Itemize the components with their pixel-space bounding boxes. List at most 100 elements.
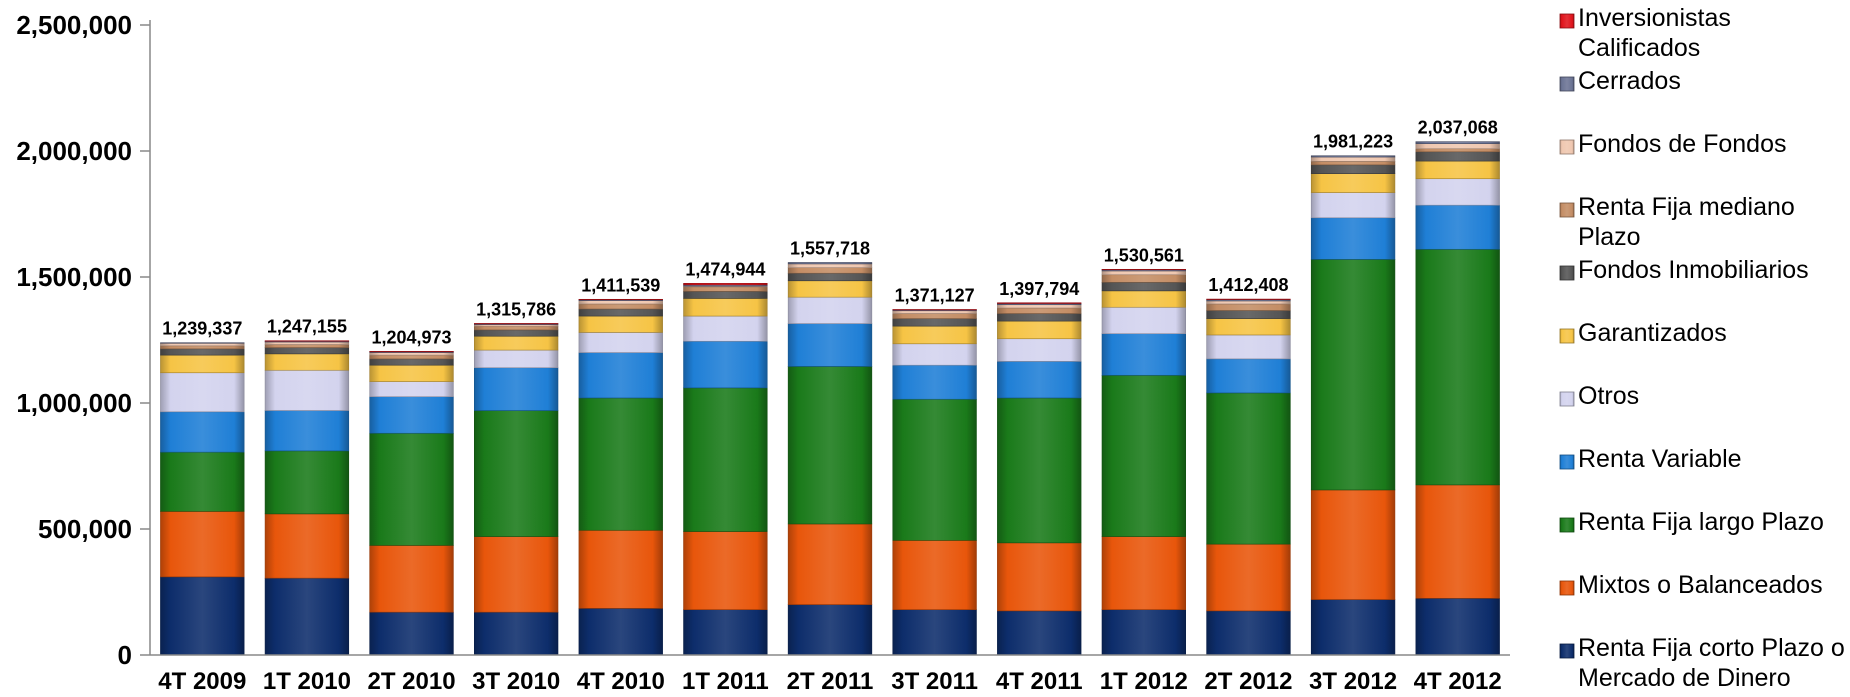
- legend: Inversionistas Calificados Cerrados Fondos …: [1559, 4, 1845, 692]
- legend-item-mixtos-o-balanceados: Mixtos o Balanceados: [1559, 571, 1823, 599]
- bar-segment-garantizados: [369, 364, 454, 382]
- legend-label: Renta Variable: [1578, 445, 1742, 473]
- bar-segment-renta-fija-corto-plazo-o-mercado-de-dinero: [1206, 610, 1291, 656]
- bar-segment-renta-fija-largo-plazo: [578, 397, 663, 531]
- legend-swatch: [1559, 517, 1575, 533]
- bar-segment-mixtos-o-balanceados: [264, 513, 350, 579]
- bar-segment-otros: [578, 332, 663, 353]
- legend-item-fondos-de-fondos: Fondos de Fondos: [1559, 130, 1786, 158]
- bar-stack-1t-2012: [1101, 268, 1186, 656]
- bar-segment-renta-fija-largo-plazo: [787, 366, 873, 525]
- bar-segment-mixtos-o-balanceados: [369, 545, 454, 613]
- x-tick-label: 4T 2010: [577, 668, 665, 695]
- legend-label: Inversionistas Calificados: [1578, 4, 1731, 62]
- bar-segment-fondos-de-fondos: [1101, 270, 1186, 276]
- bar-segment-inversionistas-calificados: [1101, 268, 1186, 271]
- legend-swatch: [1559, 328, 1575, 344]
- total-data-label: 1,247,155: [267, 317, 347, 337]
- bar-segment-inversionistas-calificados: [892, 309, 977, 311]
- bar-segment-renta-fija-largo-plazo: [892, 398, 977, 541]
- bar-segment-garantizados: [264, 353, 350, 371]
- bar-segment-inversionistas-calificados: [264, 340, 350, 342]
- bar-stack-1t-2010: [264, 340, 350, 656]
- bar-segment-garantizados: [1310, 173, 1396, 193]
- bar-segment-otros: [1206, 334, 1291, 360]
- bar-segment-inversionistas-calificados: [578, 298, 663, 301]
- bar-segment-renta-fija-mediano-plazo: [578, 303, 663, 310]
- bar-segment-renta-variable: [892, 364, 977, 400]
- bar-segment-renta-fija-corto-plazo-o-mercado-de-dinero: [264, 577, 350, 656]
- legend-swatch: [1559, 580, 1575, 596]
- bar-segment-renta-fija-largo-plazo: [160, 451, 245, 512]
- legend-item-fondos-inmobiliarios: Fondos Inmobiliarios: [1559, 256, 1809, 284]
- legend-label: Fondos Inmobiliarios: [1578, 256, 1809, 284]
- bar-segment-otros: [892, 343, 977, 366]
- total-data-label: 1,239,337: [162, 319, 242, 339]
- bar-segment-renta-fija-largo-plazo: [683, 387, 768, 532]
- bar-segment-fondos-inmobiliarios: [1206, 310, 1291, 319]
- bar-stack-3t-2011: [892, 309, 977, 656]
- bar-segment-renta-fija-corto-plazo-o-mercado-de-dinero: [1415, 597, 1500, 656]
- bar-segment-renta-variable: [1206, 358, 1291, 394]
- bar-segment-mixtos-o-balanceados: [787, 523, 873, 605]
- bar-segment-inversionistas-calificados: [997, 302, 1082, 304]
- legend-item-renta-variable: Renta Variable: [1559, 445, 1742, 473]
- bar-segment-renta-fija-mediano-plazo: [369, 354, 454, 360]
- bar-stack-3t-2010: [474, 323, 559, 656]
- legend-item-renta-fija-mediano-plazo: Renta Fija mediano Plazo: [1559, 193, 1795, 251]
- legend-swatch: [1559, 202, 1575, 218]
- bar-stack-2t-2011: [787, 262, 873, 656]
- bar-segment-mixtos-o-balanceados: [1101, 536, 1186, 610]
- bar-segment-mixtos-o-balanceados: [474, 536, 559, 613]
- bar-segment-cerrados: [160, 342, 245, 344]
- bar-segment-renta-fija-mediano-plazo: [474, 325, 559, 331]
- bar-stack-4t-2012: [1415, 141, 1500, 656]
- bar-segment-otros: [264, 369, 350, 411]
- legend-label: Otros: [1578, 382, 1639, 410]
- legend-item-renta-fija-corto-plazo-o-mercado-de-dinero: Renta Fija corto Plazo o Mercado de Diner…: [1559, 634, 1845, 692]
- bar-segment-fondos-inmobiliarios: [160, 348, 245, 356]
- bar-segment-renta-fija-mediano-plazo: [787, 267, 873, 274]
- bar-segment-fondos-de-fondos: [1310, 156, 1396, 162]
- bar-segment-inversionistas-calificados: [1206, 298, 1291, 300]
- bar-segment-otros: [683, 315, 768, 342]
- y-tick-label: 0: [118, 640, 132, 670]
- axes: [149, 20, 1510, 656]
- total-data-label: 1,981,223: [1313, 132, 1393, 152]
- bar-segment-renta-fija-largo-plazo: [1310, 259, 1396, 491]
- bar-segment-garantizados: [1206, 318, 1291, 336]
- bar-segment-cerrados: [1415, 141, 1500, 144]
- bar-segment-fondos-de-fondos: [1415, 143, 1500, 150]
- legend-swatch: [1559, 391, 1575, 407]
- legend-swatch: [1559, 643, 1575, 659]
- bar-segment-mixtos-o-balanceados: [997, 542, 1082, 612]
- bar-segment-renta-variable: [369, 396, 454, 434]
- total-data-label: 1,530,561: [1104, 245, 1184, 265]
- bar-segment-mixtos-o-balanceados: [578, 529, 663, 609]
- x-tick-label: 4T 2009: [158, 668, 246, 695]
- bar-segment-fondos-inmobiliarios: [1415, 151, 1500, 162]
- x-tick-label: 2T 2011: [787, 668, 874, 695]
- bar-segment-renta-variable: [160, 411, 245, 453]
- bar-segment-renta-fija-corto-plazo-o-mercado-de-dinero: [787, 604, 873, 656]
- bar-segment-fondos-inmobiliarios: [787, 272, 873, 282]
- bar-segment-fondos-de-fondos: [997, 304, 1082, 309]
- bar-segment-renta-fija-mediano-plazo: [892, 313, 977, 319]
- bar-segment-renta-variable: [578, 352, 663, 399]
- bar-segment-inversionistas-calificados: [369, 351, 454, 353]
- legend-swatch: [1559, 13, 1575, 29]
- bar-segment-fondos-de-fondos: [892, 310, 977, 314]
- bar-segment-garantizados: [1415, 160, 1500, 180]
- bar-segment-renta-fija-corto-plazo-o-mercado-de-dinero: [474, 611, 559, 656]
- bar-segment-fondos-inmobiliarios: [1310, 164, 1396, 174]
- bar-segment-fondos-inmobiliarios: [369, 358, 454, 366]
- bar-segment-fondos-de-fondos: [160, 342, 245, 347]
- legend-item-inversionistas-calificados: Inversionistas Calificados: [1559, 4, 1731, 62]
- bar-segment-fondos-de-fondos: [787, 263, 873, 268]
- bar-segment-mixtos-o-balanceados: [892, 540, 977, 610]
- x-tick-label: 4T 2011: [996, 668, 1083, 695]
- legend-label: Fondos de Fondos: [1578, 130, 1786, 158]
- bar-segment-renta-fija-corto-plazo-o-mercado-de-dinero: [160, 576, 245, 656]
- bar-segment-inversionistas-calificados: [474, 323, 559, 325]
